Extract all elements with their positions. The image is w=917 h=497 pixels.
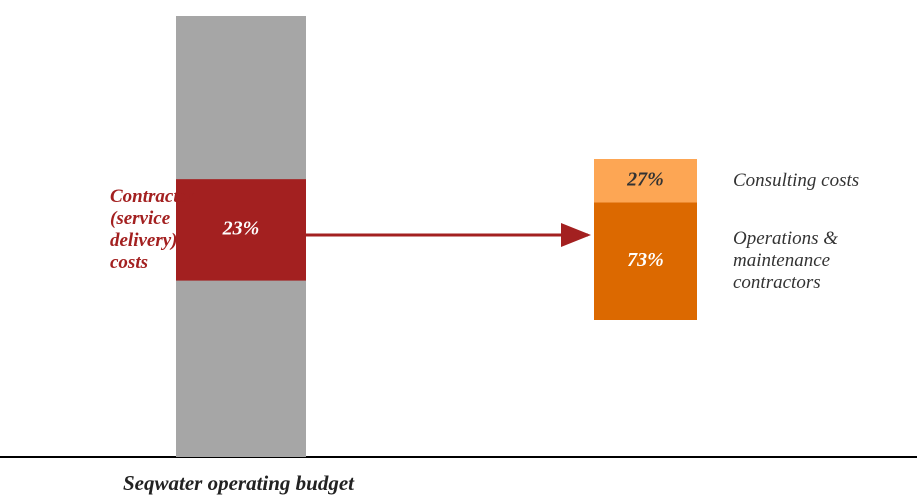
segment-label: Contractor (service delivery) costs: [110, 185, 196, 273]
chart-title: Seqwater operating budget: [123, 471, 355, 495]
breakdown-segment: [594, 159, 697, 203]
breakdown-segment: [594, 202, 697, 320]
breakdown-value-label: 27%: [626, 168, 664, 190]
segment-value-label: 23%: [222, 217, 260, 239]
segment-label: Consulting costs: [733, 169, 860, 191]
segment-label: Operations & maintenance contractors: [733, 228, 839, 294]
breakdown-value-label: 73%: [627, 249, 664, 271]
contractor-segment: [176, 179, 306, 281]
